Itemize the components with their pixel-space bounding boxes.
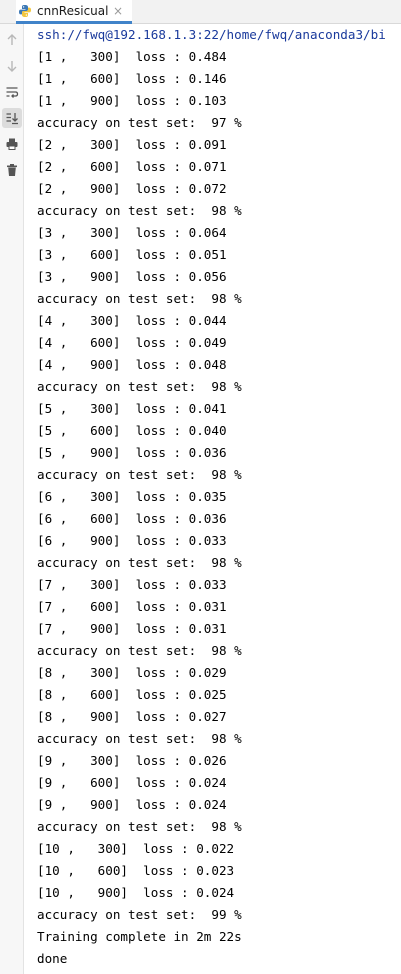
console-line: [3 , 900] loss : 0.056 xyxy=(37,269,227,284)
trash-icon[interactable] xyxy=(2,160,22,180)
arrow-down-icon[interactable] xyxy=(2,56,22,76)
console-line: [10 , 900] loss : 0.024 xyxy=(37,885,235,900)
print-icon[interactable] xyxy=(2,134,22,154)
console-line: [5 , 600] loss : 0.040 xyxy=(37,423,227,438)
scroll-to-end-icon[interactable] xyxy=(2,108,22,128)
console-line: [3 , 600] loss : 0.051 xyxy=(37,247,227,262)
run-console-output: ssh://fwq@192.168.1.3:22/home/fwq/anacon… xyxy=(25,24,401,974)
console-line: [8 , 300] loss : 0.029 xyxy=(37,665,227,680)
console-line: [2 , 900] loss : 0.072 xyxy=(37,181,227,196)
console-line: [7 , 600] loss : 0.031 xyxy=(37,599,227,614)
console-line: [8 , 900] loss : 0.027 xyxy=(37,709,227,724)
console-line: accuracy on test set: 98 % xyxy=(37,555,242,570)
console-line: accuracy on test set: 98 % xyxy=(37,467,242,482)
console-line: done xyxy=(37,951,68,966)
console-line: accuracy on test set: 97 % xyxy=(37,115,242,130)
console-line: [4 , 900] loss : 0.048 xyxy=(37,357,227,372)
tab-cnnresicual[interactable]: cnnResicual × xyxy=(16,0,132,24)
console-line: [7 , 300] loss : 0.033 xyxy=(37,577,227,592)
arrow-up-icon[interactable] xyxy=(2,30,22,50)
console-line: accuracy on test set: 98 % xyxy=(37,203,242,218)
soft-wrap-icon[interactable] xyxy=(2,82,22,102)
python-icon xyxy=(19,5,31,17)
console-line: [6 , 900] loss : 0.033 xyxy=(37,533,227,548)
console-line: [5 , 300] loss : 0.041 xyxy=(37,401,227,416)
console-command-line: ssh://fwq@192.168.1.3:22/home/fwq/anacon… xyxy=(37,27,386,42)
tab-title: cnnResicual xyxy=(37,4,109,18)
console-line: [10 , 600] loss : 0.023 xyxy=(37,863,235,878)
console-line: accuracy on test set: 98 % xyxy=(37,291,242,306)
console-line: [5 , 900] loss : 0.036 xyxy=(37,445,227,460)
console-line: [2 , 600] loss : 0.071 xyxy=(37,159,227,174)
console-line: [9 , 600] loss : 0.024 xyxy=(37,775,227,790)
console-line: [4 , 300] loss : 0.044 xyxy=(37,313,227,328)
console-line: [3 , 300] loss : 0.064 xyxy=(37,225,227,240)
console-line: [1 , 300] loss : 0.484 xyxy=(37,49,227,64)
console-line: Training complete in 2m 22s xyxy=(37,929,242,944)
console-line: [2 , 300] loss : 0.091 xyxy=(37,137,227,152)
close-icon[interactable]: × xyxy=(113,4,124,18)
console-line: [4 , 600] loss : 0.049 xyxy=(37,335,227,350)
console-line: [1 , 600] loss : 0.146 xyxy=(37,71,227,86)
console-line: accuracy on test set: 98 % xyxy=(37,731,242,746)
console-line: [9 , 900] loss : 0.024 xyxy=(37,797,227,812)
console-line: [1 , 900] loss : 0.103 xyxy=(37,93,227,108)
console-line: [10 , 300] loss : 0.022 xyxy=(37,841,235,856)
console-line: [6 , 600] loss : 0.036 xyxy=(37,511,227,526)
console-line: accuracy on test set: 98 % xyxy=(37,379,242,394)
console-line: accuracy on test set: 98 % xyxy=(37,643,242,658)
console-line: [7 , 900] loss : 0.031 xyxy=(37,621,227,636)
console-line: [9 , 300] loss : 0.026 xyxy=(37,753,227,768)
console-line: [6 , 300] loss : 0.035 xyxy=(37,489,227,504)
console-toolbar xyxy=(0,24,24,974)
console-line: [8 , 600] loss : 0.025 xyxy=(37,687,227,702)
console-line: accuracy on test set: 98 % xyxy=(37,819,242,834)
console-line: accuracy on test set: 99 % xyxy=(37,907,242,922)
tab-bar: cnnResicual × xyxy=(0,0,401,24)
